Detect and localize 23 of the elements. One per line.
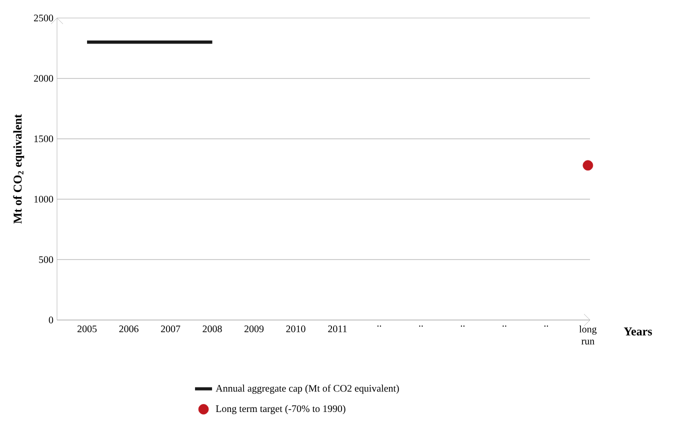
x-tick-label: ..: [460, 326, 465, 327]
x-tick-label: ..: [377, 326, 382, 327]
legend-label: Annual aggregate cap (Mt of CO2 equivalent): [216, 384, 399, 394]
x-tick-label: ..: [419, 326, 423, 327]
x-tick-label: 2007: [161, 326, 180, 332]
y-tick-label: 2000: [34, 75, 54, 82]
x-axis-title: Years: [624, 328, 652, 336]
x-tick-label: 2005: [78, 326, 97, 332]
x-tick-label: 2010: [286, 326, 306, 332]
y-tick-label: 1500: [34, 135, 54, 142]
x-tick-label: 2011: [328, 326, 347, 332]
x-tick-label: long run: [579, 326, 597, 344]
y-tick-label: 1000: [34, 196, 54, 203]
x-tick-label: ..: [544, 326, 548, 327]
y-tick-label: 500: [39, 256, 54, 263]
x-tick-label: 2008: [202, 326, 222, 332]
x-tick-label: ..: [502, 326, 506, 327]
y-tick-label: 2500: [34, 14, 54, 22]
x-tick-label: 2009: [244, 326, 264, 332]
y-axis-title: Mt of CO$_{2}$ equivalent: [13, 114, 24, 224]
x-tick-label: 2006: [119, 326, 138, 332]
legend-label: Long term target (-70% to 1990): [216, 405, 346, 414]
y-tick-label: 0: [48, 316, 54, 324]
